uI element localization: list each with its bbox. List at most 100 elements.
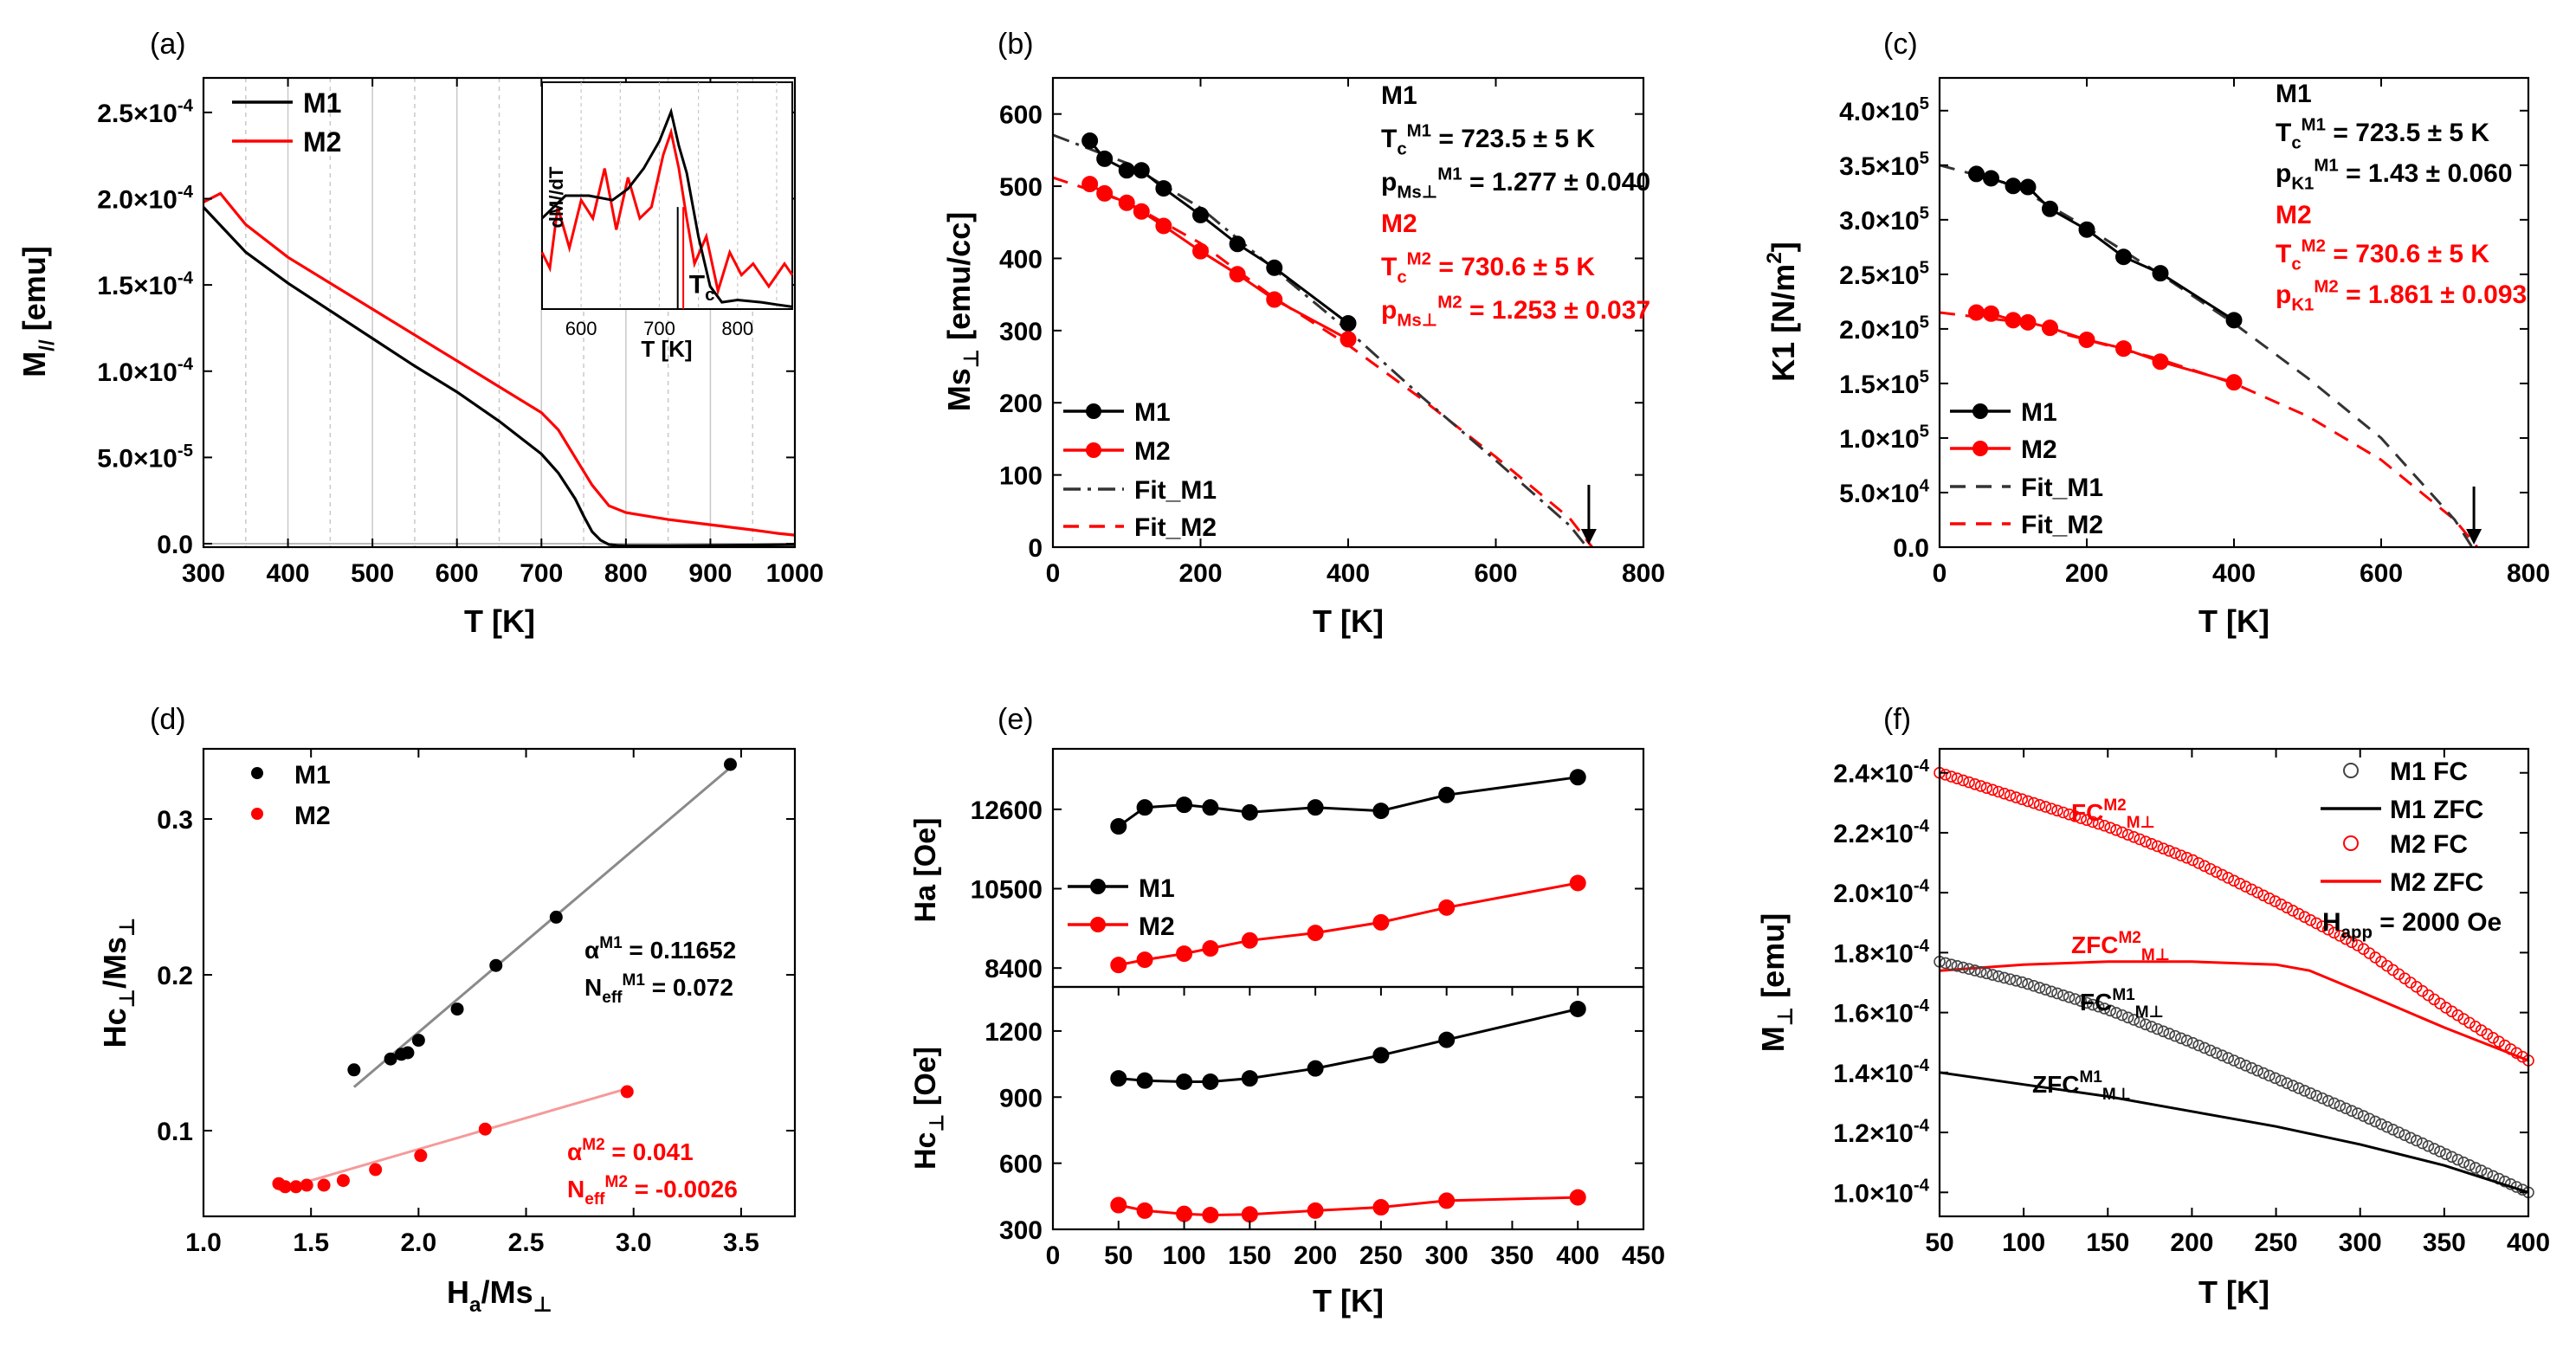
fit-m2-line bbox=[278, 1086, 628, 1191]
m1-fc-point bbox=[2445, 1151, 2458, 1164]
y-tick-label: 1.4×10-4 bbox=[1833, 1056, 1929, 1088]
x-tick-label: 250 bbox=[1359, 1241, 1403, 1270]
data-point-m1 bbox=[347, 1063, 361, 1077]
text-part: M2 ZFC bbox=[2390, 868, 2483, 897]
m1-fc-point bbox=[2039, 983, 2052, 996]
text-part: = 1.861 ± 0.093 bbox=[2339, 280, 2527, 309]
text-part: c bbox=[2291, 133, 2301, 152]
y-tick-label: 2.2×10-4 bbox=[1833, 816, 1929, 848]
text-part: 50 bbox=[1104, 1241, 1133, 1270]
m1-fc-point bbox=[2428, 1143, 2440, 1155]
inset-tc-label: Tc bbox=[689, 271, 715, 305]
data-point-m2 bbox=[1229, 266, 1246, 283]
text-part: 700 bbox=[643, 318, 675, 339]
text-part: -5 bbox=[178, 442, 193, 461]
text-part: 0.3 bbox=[157, 806, 193, 835]
x-tick-label: 100 bbox=[1163, 1241, 1206, 1270]
ha-m2-point bbox=[1136, 951, 1153, 969]
text-part: 2.0×10 bbox=[1833, 880, 1914, 908]
y-tick-label: 3.0×105 bbox=[1839, 203, 1929, 235]
ha-m1-point bbox=[1202, 799, 1219, 816]
x-tick-label: 200 bbox=[2170, 1228, 2213, 1257]
text-part: Fit_M1 bbox=[2021, 474, 2103, 502]
y-axis-label: K1 [N/m2] bbox=[1763, 242, 1801, 382]
m2-fc-point bbox=[2134, 833, 2146, 846]
text-part: 2 bbox=[1763, 252, 1786, 264]
text-part: 400 bbox=[267, 559, 310, 588]
ha-m2-point bbox=[1307, 925, 1324, 942]
m2-fc-point bbox=[2340, 932, 2352, 945]
text-part: H bbox=[2322, 908, 2341, 937]
m1-fc-point bbox=[2334, 1099, 2347, 1112]
hc-m2-point bbox=[1110, 1196, 1127, 1214]
text-part: M⊥ bbox=[2127, 814, 2155, 832]
text-part: [emu] bbox=[1755, 913, 1791, 1007]
text-part: 800 bbox=[2507, 559, 2550, 588]
m2-fc-point bbox=[2069, 810, 2082, 822]
m1-fc-point bbox=[2010, 975, 2023, 987]
annotation-m2-tc: TcM2 = 730.6 ± 5 K bbox=[2276, 236, 2489, 274]
hc-m1-point bbox=[1110, 1070, 1127, 1087]
data-point-m2 bbox=[1133, 203, 1150, 220]
annotation-m2-title: M2 bbox=[2276, 201, 2312, 229]
text-part: α bbox=[584, 937, 599, 964]
text-part: 500 bbox=[351, 559, 394, 588]
data-point-m2 bbox=[289, 1180, 303, 1194]
x-tick-label: 200 bbox=[1294, 1241, 1337, 1270]
legend-marker-m1 bbox=[251, 767, 263, 779]
text-part: Fit_M1 bbox=[1134, 476, 1217, 505]
x-tick-label: 400 bbox=[1556, 1241, 1599, 1270]
panel-label-b: (b) bbox=[997, 28, 1034, 61]
text-part: p bbox=[2276, 159, 2291, 188]
y-tick-label: 1.2×10-4 bbox=[1833, 1116, 1929, 1148]
series-m2-line bbox=[203, 191, 796, 537]
m2-fc-point bbox=[2327, 926, 2340, 939]
m2-fc-point bbox=[2463, 1016, 2476, 1029]
m2-fc-point bbox=[2022, 795, 2034, 808]
text-part: 400 bbox=[2212, 559, 2256, 588]
text-part: = 730.6 ± 5 K bbox=[1431, 253, 1595, 281]
m1-fc-point bbox=[2192, 1039, 2205, 1052]
data-point-m1 bbox=[1266, 259, 1283, 276]
m1-fc-point bbox=[2216, 1049, 2229, 1061]
m1-fc-point bbox=[2157, 1025, 2170, 1038]
m2-fc-point bbox=[2222, 872, 2234, 884]
data-point-m1 bbox=[489, 958, 503, 972]
text-part: [Oe] bbox=[909, 1047, 942, 1113]
m1-fc-point bbox=[2163, 1028, 2175, 1040]
text-part: ZFC bbox=[2032, 1071, 2079, 1098]
hc-m2-point bbox=[1372, 1199, 1390, 1216]
text-part: M1 bbox=[2079, 1068, 2102, 1086]
m2-fc-point bbox=[2293, 907, 2305, 920]
m2-fc-point bbox=[2346, 936, 2358, 949]
m1-fc-point bbox=[2175, 1032, 2187, 1045]
text-part: M2 bbox=[1407, 249, 1431, 268]
y-tick-label: 3.5×105 bbox=[1839, 149, 1929, 181]
y-tick-label: 0.1 bbox=[157, 1118, 193, 1146]
m2-fc-point bbox=[2057, 806, 2069, 819]
x-tick-label: 350 bbox=[1490, 1241, 1533, 1270]
x-tick-label: 1.0 bbox=[185, 1228, 222, 1257]
text-part: K1 bbox=[2291, 174, 2314, 193]
text-part: M1 bbox=[599, 934, 623, 952]
data-point-m1 bbox=[450, 1003, 464, 1016]
data-point-m1 bbox=[401, 1046, 415, 1060]
legend-marker bbox=[1090, 917, 1106, 932]
m2-fc-point bbox=[2405, 977, 2417, 989]
data-point-m1 bbox=[1155, 180, 1172, 197]
x-tick-label: 150 bbox=[1228, 1241, 1271, 1270]
text-part: 1.0×10 bbox=[97, 358, 178, 387]
text-part: -4 bbox=[178, 355, 194, 374]
text-part: M2 FC bbox=[2390, 830, 2468, 859]
m2-fc-point bbox=[2004, 790, 2017, 802]
legend-label: M2 bbox=[1134, 437, 1171, 466]
text-part: K1 bbox=[2291, 295, 2314, 314]
text-part: 800 bbox=[1622, 559, 1665, 588]
m1-fc-point bbox=[2028, 979, 2040, 992]
text-part: ⊥ bbox=[116, 989, 139, 1008]
hc-m2-point bbox=[1241, 1206, 1258, 1223]
hc-m1-point bbox=[1438, 1031, 1456, 1048]
text-part: T [K] bbox=[2198, 603, 2269, 639]
m1-fc-point bbox=[2134, 1016, 2146, 1028]
legend-marker-m2 bbox=[251, 808, 263, 820]
